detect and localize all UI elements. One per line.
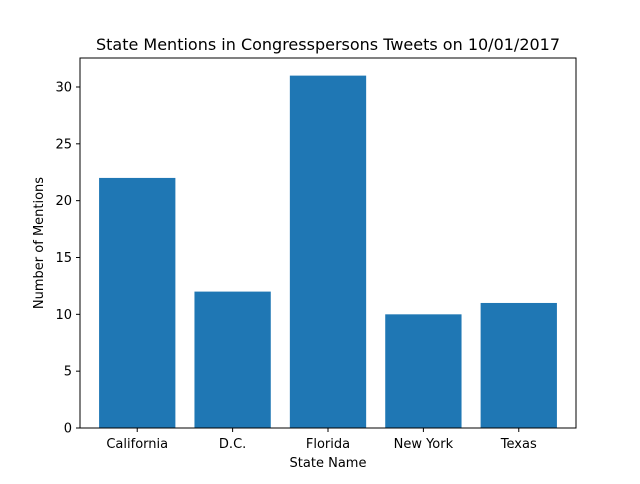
x-tick-label: D.C. <box>219 437 246 452</box>
plot-frame <box>79 57 577 429</box>
y-tick-label: 30 <box>55 80 72 95</box>
x-axis-ticks: California D.C. Florida New York Texas <box>106 428 537 452</box>
plot-area: 0 5 10 15 20 25 30 California D.C. Florida New Yo… <box>55 57 577 452</box>
bar-california <box>99 177 176 428</box>
bars-layer <box>99 75 557 428</box>
bar-new-york <box>385 314 462 428</box>
bar-florida <box>289 75 367 428</box>
x-axis-label: State Name <box>290 456 367 471</box>
y-tick-label: 20 <box>55 194 72 209</box>
y-tick-label: 10 <box>55 308 72 323</box>
x-tick-label: Texas <box>500 437 537 452</box>
x-tick-label: Florida <box>306 437 350 452</box>
x-tick-label: California <box>106 437 168 452</box>
y-tick-label: 15 <box>55 251 72 266</box>
y-axis-label: Number of Mentions <box>32 177 47 309</box>
bar-texas <box>480 302 557 428</box>
y-tick-label: 5 <box>64 365 72 380</box>
y-tick-label: 25 <box>55 137 72 152</box>
bar-d-c <box>194 291 271 428</box>
x-tick-label: New York <box>394 437 454 452</box>
chart-title: State Mentions in Congresspersons Tweets… <box>96 35 560 54</box>
y-tick-label: 0 <box>64 422 72 437</box>
y-axis-ticks: 0 5 10 15 20 25 30 <box>55 80 80 437</box>
